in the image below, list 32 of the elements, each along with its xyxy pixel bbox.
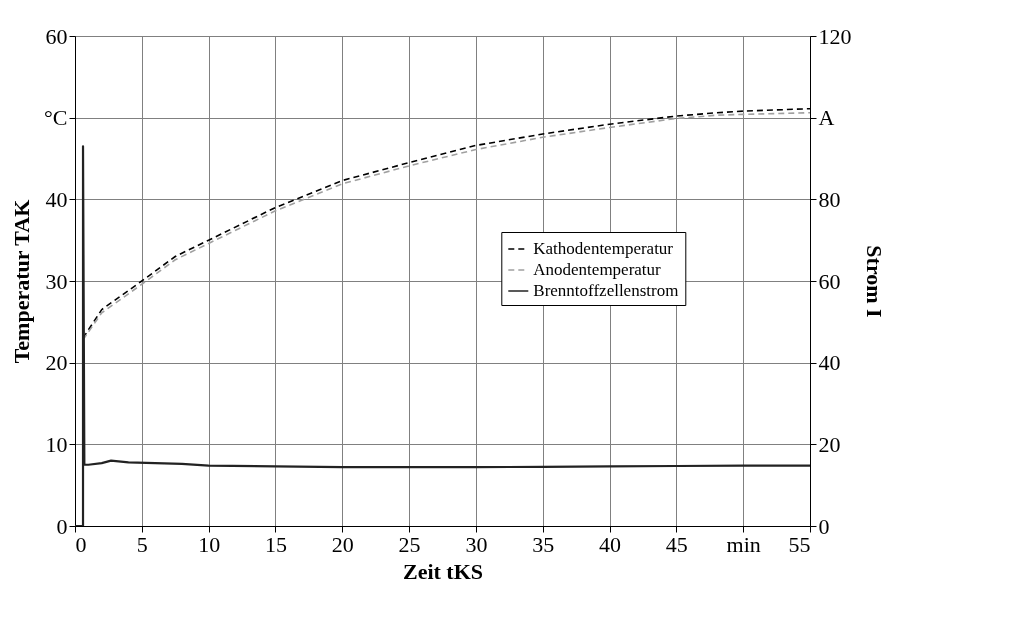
y2-tick-label: 40 <box>818 350 841 376</box>
y2-tick-label: 80 <box>818 186 841 212</box>
y-tick-label: °C <box>44 105 68 131</box>
x-tick-label: 55 <box>788 531 811 557</box>
y2-axis-title: Strom I <box>861 245 887 318</box>
y2-tick-label: A <box>818 105 835 131</box>
x-tick-label: 35 <box>532 531 555 557</box>
y-tick-label: 30 <box>45 268 68 294</box>
y2-tick-label: 120 <box>818 23 852 49</box>
legend-label: Brenntoffzellenstrom <box>533 281 679 300</box>
x-tick-label: 20 <box>331 531 354 557</box>
y-tick-label: 60 <box>45 23 68 49</box>
x-tick-label: 5 <box>136 531 148 557</box>
x-tick-label: 30 <box>465 531 488 557</box>
x-tick-label: 40 <box>599 531 622 557</box>
y-tick-label: 20 <box>45 350 68 376</box>
x-tick-label: 10 <box>198 531 221 557</box>
x-tick-label: 0 <box>75 531 87 557</box>
y-tick-label: 10 <box>45 431 68 457</box>
legend-label: Anodentemperatur <box>533 260 662 279</box>
x-tick-label: min <box>726 531 761 557</box>
x-tick-label: 45 <box>665 531 688 557</box>
y-tick-label: 0 <box>56 513 68 539</box>
y-tick-label: 40 <box>45 186 68 212</box>
y2-tick-label: 60 <box>818 268 841 294</box>
y2-tick-label: 0 <box>818 513 830 539</box>
legend-label: Kathodentemperatur <box>533 239 674 258</box>
y-axis-title: Temperatur TAK <box>9 199 35 364</box>
y2-tick-label: 20 <box>818 431 841 457</box>
x-tick-label: 15 <box>264 531 287 557</box>
x-tick-label: 25 <box>398 531 421 557</box>
x-axis-title: Zeit tKS <box>402 558 484 584</box>
